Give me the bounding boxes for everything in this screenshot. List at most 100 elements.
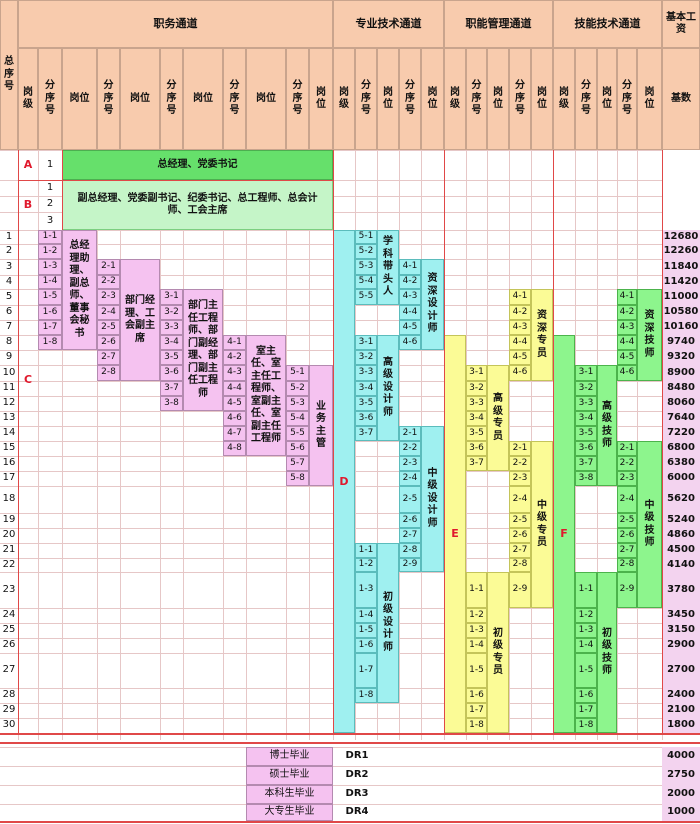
row-number: 19: [2, 514, 16, 526]
zhineng-code: 1-3: [466, 623, 487, 638]
jineng-code: 2-7: [617, 543, 637, 558]
jineng-code: 2-1: [617, 441, 637, 456]
zhuanye-code: 2-3: [399, 456, 421, 471]
jineng-code: 4-4: [617, 335, 637, 350]
jineng-code: 3-4: [575, 411, 597, 426]
jineng-code: 2-4: [617, 486, 637, 513]
zhiwu-code: 1-7: [38, 320, 62, 335]
zhuanye-code: 3-2: [355, 350, 377, 365]
grid-line: [0, 747, 700, 748]
zhineng-code: 4-2: [509, 305, 531, 320]
jineng-code: 4-6: [617, 365, 637, 381]
zhiwu-code: 2-3: [97, 289, 120, 305]
row-number: 5: [5, 290, 13, 302]
zhuanye-code: 1-5: [355, 623, 377, 638]
grid-line: [0, 638, 662, 639]
zhineng-code: 2-9: [509, 572, 531, 608]
zhuanye-code: 2-9: [399, 558, 421, 572]
salary-value: 8060: [667, 397, 695, 409]
zhineng-code: 4-4: [509, 335, 531, 350]
jineng-code: 4-2: [617, 305, 637, 320]
jineng-code: 1-2: [575, 608, 597, 623]
grid-line: [0, 528, 662, 529]
zhuanye-code: 2-7: [399, 528, 421, 543]
jineng-code: 1-8: [575, 718, 597, 733]
row-number: 4: [5, 275, 13, 287]
salary-value: 8480: [667, 382, 695, 394]
grid-line: [0, 486, 662, 487]
zhuanye-code: 5-4: [355, 275, 377, 289]
total-number-header: 总序号: [0, 0, 18, 150]
row-number: 27: [2, 664, 16, 676]
column-header-fenxuhao: 分序号: [355, 48, 377, 150]
jineng-code: 3-5: [575, 426, 597, 441]
level-c: C: [23, 373, 33, 387]
salary-red-divider: [662, 150, 663, 733]
zhiwu-title: 部门经理、工会副主席: [120, 259, 160, 381]
zhiwu-code: 3-8: [160, 396, 183, 411]
level-column-red-line: [18, 150, 19, 733]
row-number: 22: [2, 558, 16, 570]
b-row-num: 2: [46, 197, 54, 209]
salary-value: 10160: [663, 321, 699, 333]
zhiwu-code: 1-1: [38, 230, 62, 244]
jineng-title: 高级技师: [597, 365, 617, 486]
grid-line: [0, 305, 662, 306]
zhineng-code: 2-2: [509, 456, 531, 471]
footer-red-border: [0, 821, 700, 823]
a-row-num: 1: [46, 158, 54, 170]
salary-value: 2400: [667, 689, 695, 701]
level-d: D: [333, 230, 355, 733]
bottom-red-border: [0, 733, 700, 735]
row-number: 9: [5, 351, 13, 363]
column-header-jishu: 基数: [662, 48, 700, 150]
salary-value: 2900: [667, 639, 695, 651]
row-number: 10: [2, 366, 16, 378]
zhineng-code: 3-4: [466, 411, 487, 426]
column-header-fenxuhao: 分序号: [286, 48, 309, 150]
column-header-gangji: 岗级: [18, 48, 38, 150]
column-header-gangwei: 岗位: [421, 48, 444, 150]
grid-line: [0, 804, 700, 805]
zhuanye-code: 4-3: [399, 289, 421, 305]
salary-value: 11420: [663, 275, 699, 287]
grid-line: [0, 766, 700, 767]
zhiwu-code: 3-3: [160, 320, 183, 335]
column-header-fenxuhao: 分序号: [38, 48, 62, 150]
grid-line: [399, 0, 400, 740]
degree-code: DR4: [345, 806, 369, 818]
column-header-gangwei: 岗位: [637, 48, 662, 150]
jineng-code: 4-1: [617, 289, 637, 305]
grid-line: [0, 653, 662, 654]
zhuanye-code: 2-2: [399, 441, 421, 456]
jineng-title: 资深技师: [637, 289, 662, 381]
grid-line: [0, 785, 700, 786]
row-number: 6: [5, 306, 13, 318]
zhineng-code: 1-6: [466, 688, 487, 703]
row-number: 28: [2, 689, 16, 701]
zhiwu-code: 5-8: [286, 471, 309, 486]
grid-line: [0, 275, 662, 276]
zhiwu-code: 3-1: [160, 289, 183, 305]
degree-salary: 1000: [662, 804, 700, 821]
zhineng-code: 3-7: [466, 456, 487, 471]
jineng-code: 3-3: [575, 396, 597, 411]
zhiwu-code: 2-7: [97, 350, 120, 365]
degree-salary: 2750: [662, 766, 700, 785]
zhineng-code: 4-5: [509, 350, 531, 365]
degree-name: 博士毕业: [246, 747, 333, 766]
jineng-code: 2-5: [617, 513, 637, 528]
zhineng-code: 1-8: [466, 718, 487, 733]
zhiwu-code: 3-6: [160, 365, 183, 381]
zhiwu-code: 4-8: [223, 441, 246, 456]
row-number: 8: [5, 336, 13, 348]
salary-value: 12680: [663, 230, 699, 242]
jineng-title: 初级技师: [597, 572, 617, 733]
column-header-fenxuhao: 分序号: [575, 48, 597, 150]
column-header-gangwei: 岗位: [183, 48, 223, 150]
jineng-code: 2-9: [617, 572, 637, 608]
salary-value: 4140: [667, 558, 695, 570]
zhuanye-code: 1-4: [355, 608, 377, 623]
zhineng-code: 4-3: [509, 320, 531, 335]
zhiwu-code: 2-2: [97, 275, 120, 289]
